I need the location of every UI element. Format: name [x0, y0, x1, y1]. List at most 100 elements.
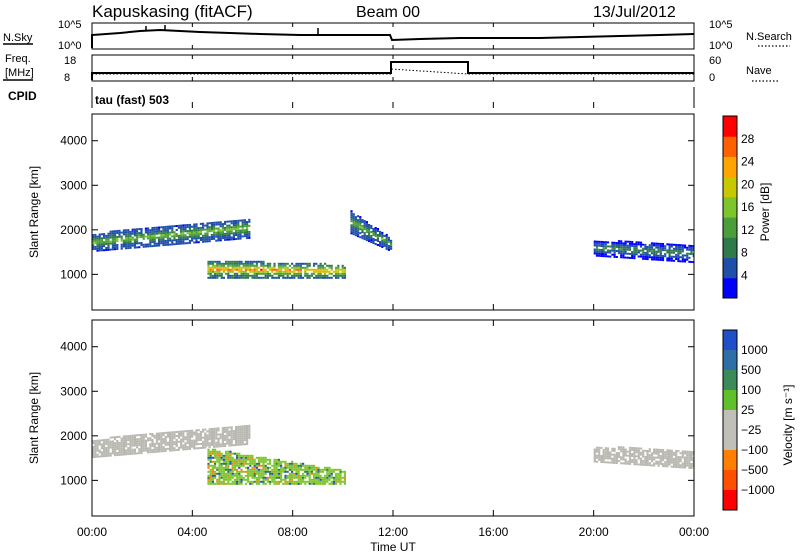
echo-cell — [114, 230, 117, 233]
echo-cell — [222, 468, 225, 471]
echo-cell — [653, 244, 656, 247]
echo-cell — [692, 247, 694, 250]
echo-cell — [158, 436, 161, 439]
echo-cell — [182, 436, 185, 439]
echo-cell — [692, 261, 694, 264]
echo-cell — [659, 248, 662, 251]
echo-cell — [109, 452, 112, 455]
echo-cell — [672, 249, 676, 252]
echo-cell — [248, 230, 251, 233]
echo-cell — [354, 224, 357, 227]
echo-cell — [326, 474, 329, 477]
echo-cell — [227, 262, 230, 265]
echo-cell — [337, 468, 340, 471]
echo-cell — [277, 464, 280, 467]
echo-cell — [637, 447, 640, 450]
echo-cell — [162, 432, 165, 435]
echo-cell — [262, 266, 265, 269]
echo-cell — [688, 454, 691, 457]
echo-cell — [226, 436, 229, 439]
echo-cell — [186, 434, 189, 437]
echo-cell — [253, 464, 256, 467]
echo-cell — [162, 242, 165, 245]
echo-cell — [127, 437, 130, 440]
echo-cell — [140, 434, 143, 436]
echo-cell — [339, 470, 342, 473]
echo-cell — [142, 447, 145, 450]
echo-cell — [182, 444, 185, 447]
echo-cell — [387, 240, 390, 243]
echo-cell — [193, 447, 196, 450]
echo-cell — [127, 239, 130, 242]
echo-cell — [144, 445, 147, 448]
echo-cell — [609, 255, 612, 258]
echo-cell — [262, 262, 265, 265]
echo-cell — [207, 448, 210, 451]
echo-cell — [92, 448, 95, 451]
echo-cell — [207, 264, 210, 267]
echo-cell — [354, 222, 357, 225]
echo-cell — [238, 478, 241, 481]
echo-cell — [324, 262, 327, 265]
echo-cell — [236, 452, 239, 455]
echo-cell — [306, 470, 309, 473]
echo-cell — [129, 234, 132, 237]
echo-cell — [293, 482, 296, 485]
echo-cell — [155, 434, 158, 437]
echo-cell — [193, 443, 196, 446]
echo-cell — [225, 464, 228, 467]
echo-cell — [153, 446, 156, 449]
echo-cell — [120, 247, 123, 250]
echo-cell — [98, 249, 101, 252]
echo-cell — [216, 274, 219, 277]
echo-cell — [230, 444, 233, 447]
echo-cell — [659, 244, 662, 247]
echo-cell — [127, 233, 130, 236]
echo-cell — [107, 234, 110, 237]
echo-cell — [164, 443, 167, 446]
echo-cell — [642, 257, 645, 260]
echo-cell — [122, 437, 125, 440]
echo-cell — [244, 266, 247, 269]
echo-cell — [657, 460, 660, 463]
echo-cell — [241, 227, 244, 230]
echo-cell — [624, 246, 627, 249]
echo-cell — [166, 233, 169, 236]
echo-cell — [246, 441, 249, 444]
echo-cell — [668, 459, 671, 462]
echo-cell — [208, 442, 211, 445]
echo-cell — [668, 463, 671, 466]
echo-cell — [335, 474, 338, 477]
echo-cell — [688, 462, 691, 465]
echo-cell — [230, 428, 233, 431]
echo-cell — [186, 232, 189, 235]
echo-cell — [633, 251, 636, 254]
echo-cell — [232, 436, 235, 439]
echo-cell — [191, 225, 194, 228]
echo-cell — [136, 236, 139, 239]
echo-cell — [219, 231, 222, 234]
echo-cell — [222, 476, 225, 479]
echo-cell — [211, 268, 214, 271]
echo-cell — [264, 476, 267, 479]
echo-cell — [213, 445, 216, 448]
echo-cell — [639, 245, 643, 248]
echo-cell — [604, 245, 607, 248]
echo-cell — [352, 231, 355, 234]
echo-cell — [664, 461, 667, 464]
echo-cell — [313, 276, 316, 279]
echo-cell — [236, 454, 239, 457]
echo-cell — [180, 440, 183, 443]
echo-cell — [182, 234, 185, 237]
echo-cell — [255, 466, 258, 469]
echo-cell — [116, 448, 119, 450]
echo-cell — [317, 270, 320, 273]
echo-cell — [109, 436, 112, 439]
echo-cell — [191, 431, 194, 434]
echo-cell — [182, 230, 185, 233]
echo-cell — [225, 450, 228, 453]
echo-cell — [255, 478, 258, 481]
echo-cell — [228, 230, 231, 233]
echo-cell — [162, 434, 165, 437]
echo-cell — [282, 276, 285, 279]
